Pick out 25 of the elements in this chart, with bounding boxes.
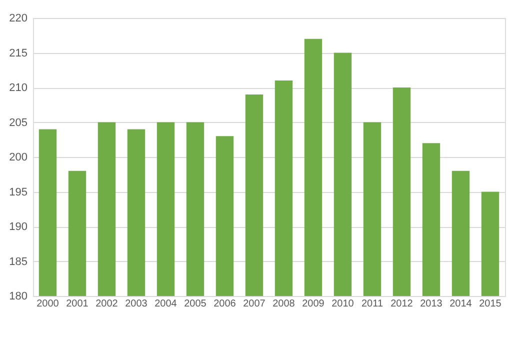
y-tick-label: 195: [9, 186, 28, 198]
x-tick-label: 2013: [420, 298, 443, 310]
x-tick-label: 2000: [36, 298, 60, 310]
x-tick-label: 2003: [125, 298, 148, 310]
y-tick-label: 185: [9, 256, 28, 268]
y-tick-label: 180: [9, 290, 28, 302]
x-tick-label: 2009: [302, 298, 325, 310]
y-tick-label: 210: [9, 82, 28, 94]
x-tick-label: 2007: [243, 298, 266, 310]
x-tick-label: 2010: [332, 298, 354, 310]
x-tick-label: 2008: [272, 298, 296, 310]
x-tick-label: 2011: [361, 298, 384, 310]
x-tick-label: 2006: [214, 298, 236, 310]
y-tick-label: 200: [9, 152, 28, 164]
x-tick-label: 2001: [66, 298, 89, 310]
x-tick-label: 2015: [479, 298, 502, 310]
y-tick-label: 215: [9, 47, 28, 60]
y-tick-label: 205: [9, 116, 28, 129]
x-tick-label: 2002: [96, 298, 118, 310]
x-tick-label: 2005: [184, 298, 207, 310]
y-tick-label: 190: [9, 221, 28, 233]
x-tick-label: 2004: [154, 298, 178, 310]
x-tick-label: 2012: [390, 298, 414, 310]
y-tick-label: 220: [9, 12, 28, 24]
x-tick-label: 2014: [450, 298, 472, 310]
